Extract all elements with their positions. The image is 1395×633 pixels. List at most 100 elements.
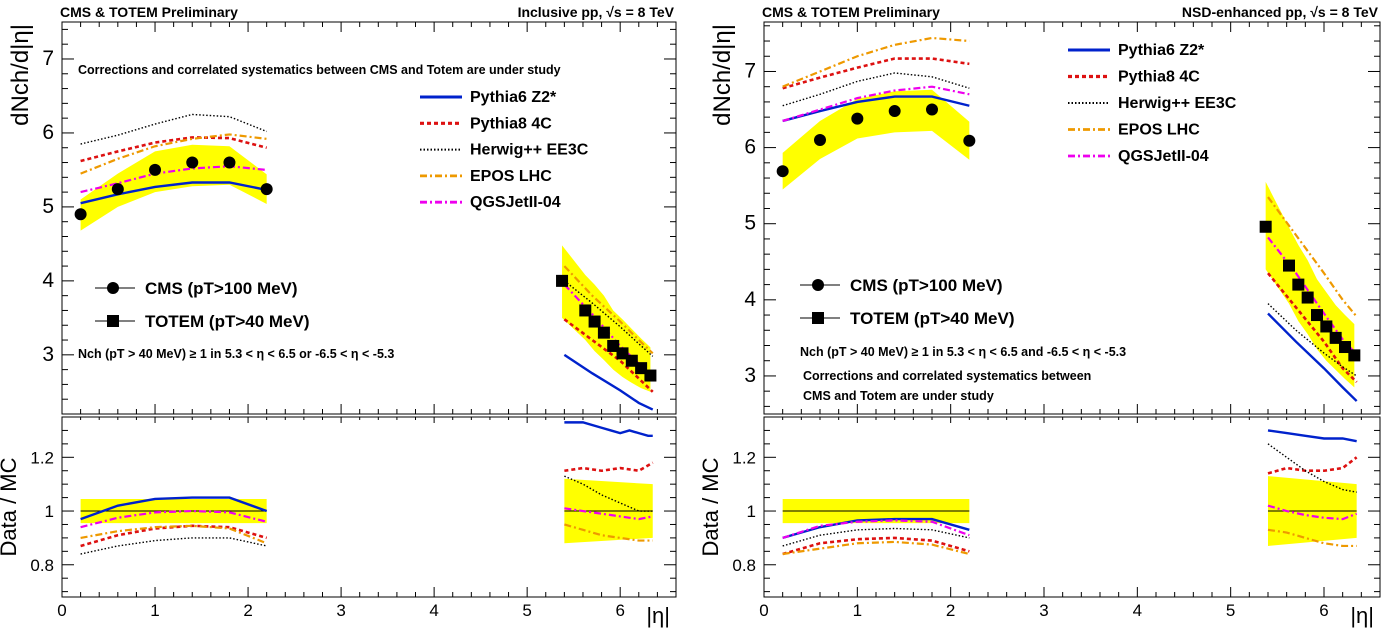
x-tick-label: 4	[429, 601, 438, 620]
ratio-curve-qgsjetii-04-forward	[564, 507, 653, 521]
legend-label: Pythia8 4C	[470, 115, 552, 132]
chart-panel-1: CMS & TOTEM Preliminary Inclusive pp, √s …	[0, 4, 677, 628]
main-plot-area	[776, 36, 1361, 402]
ratio-curve-pythia8-4c-central	[782, 536, 970, 556]
ratio-curve-herwig-ee3c-forward	[1267, 443, 1357, 493]
data-legend-label: TOTEM (pT>40 MeV)	[850, 309, 1015, 328]
ratio-y-tick-label: 0.8	[732, 556, 756, 575]
ratio-curve-pythia8-4c-forward	[1267, 456, 1358, 475]
ratio-plot-area	[782, 429, 1358, 556]
x-tick-label: 3	[336, 601, 345, 620]
cms-data-point	[186, 156, 199, 169]
totem-data-point	[1283, 259, 1295, 272]
x-tick-label: 6	[615, 601, 624, 620]
mc-curve-pythia8-4c-central	[80, 136, 267, 163]
data-legend-marker	[812, 312, 824, 324]
totem-data-point	[1329, 331, 1342, 344]
mc-curve-pythia8-4c-central	[782, 57, 970, 90]
totem-data-point	[597, 326, 610, 339]
mc-curve-epos-lhc-central	[782, 36, 970, 88]
legend-label: Pythia6 Z2*	[1118, 42, 1205, 59]
totem-data-point	[1339, 341, 1351, 354]
y-tick-label: 5	[42, 195, 54, 218]
x-tick-label: 2	[243, 601, 252, 620]
ratio-curve-pythia6-z2--central	[80, 496, 268, 521]
x-tick-label: 0	[57, 601, 66, 620]
cms-data-point	[149, 163, 162, 176]
totem-data-point	[635, 362, 648, 375]
ratio-curve-herwig-ee3c-central	[80, 537, 267, 555]
note-systematics: Corrections and correlated systematics b…	[78, 63, 561, 77]
main-frame	[763, 21, 1381, 415]
ratio-y-tick-label: 1.2	[30, 448, 54, 467]
main-plot-area	[74, 113, 657, 411]
ratio-curve-epos-lhc-forward	[564, 523, 653, 542]
cms-data-point	[926, 103, 938, 116]
legend-label: QGSJetII-04	[1118, 148, 1209, 165]
header-left: CMS & TOTEM Preliminary	[60, 4, 238, 20]
y-axis-label: dNch/d|η|	[7, 24, 34, 126]
x-tick-label: 5	[522, 601, 531, 620]
totem-data-point	[625, 354, 638, 367]
mc-curve-pythia6-z2--forward	[1267, 312, 1358, 402]
ratio-y-tick-label: 1	[747, 502, 756, 521]
totem-data-point	[1259, 220, 1272, 233]
legend-label: Pythia6 Z2*	[470, 89, 557, 106]
ratio-y-axis-label: Data / MC	[698, 457, 723, 556]
ratio-curve-qgsjetii-04-forward	[1267, 504, 1358, 521]
ratio-y-axis-label: Data / MC	[0, 457, 21, 556]
mc-curve-herwig-ee3c-central	[782, 72, 970, 107]
cms-data-point	[776, 165, 789, 178]
cms-systematic-band	[782, 89, 970, 190]
note-systematics-line2: CMS and Totem are under study	[803, 389, 994, 403]
totem-data-point	[1311, 309, 1323, 322]
note-systematics-line1: Corrections and correlated systematics b…	[803, 369, 1091, 383]
legend-label: EPOS LHC	[470, 168, 552, 185]
chart-panel-2: CMS & TOTEM Preliminary NSD-enhanced pp, …	[698, 4, 1381, 628]
legend-label: Herwig++ EE3C	[470, 142, 589, 159]
mc-curve-epos-lhc-forward	[563, 265, 654, 355]
x-tick-label: 4	[1133, 601, 1142, 620]
cms-data-point	[963, 134, 976, 147]
header-right: NSD-enhanced pp, √s = 8 TeV	[1182, 4, 1379, 20]
cms-data-point	[111, 183, 124, 196]
totem-data-point	[616, 347, 629, 360]
y-tick-label: 5	[744, 212, 756, 235]
y-axis-label: dNch/d|η|	[709, 24, 736, 126]
ratio-frame	[61, 416, 677, 598]
y-tick-label: 4	[744, 288, 756, 311]
totem-data-point	[579, 304, 592, 317]
ratio-curve-pythia6-z2--forward	[1267, 429, 1357, 443]
mc-curve-qgsjetii-04-central	[782, 85, 970, 123]
totem-data-point	[588, 315, 601, 328]
ratio-plot-area	[80, 421, 654, 555]
x-axis-label: |η|	[1350, 603, 1374, 628]
x-axis-label: |η|	[646, 603, 670, 628]
x-tick-label: 1	[150, 601, 159, 620]
ratio-y-tick-label: 0.8	[30, 556, 54, 575]
data-legend-label: TOTEM (pT>40 MeV)	[145, 312, 310, 331]
data-legend-marker	[107, 282, 119, 294]
cms-data-point	[888, 105, 901, 118]
y-tick-label: 3	[42, 343, 54, 366]
y-tick-label: 3	[744, 364, 756, 387]
note-selection: Nch (pT > 40 MeV) ≥ 1 in 5.3 < η < 6.5 o…	[78, 347, 394, 361]
x-tick-label: 0	[759, 601, 768, 620]
ratio-curve-pythia8-4c-central	[80, 524, 268, 548]
x-tick-label: 3	[1039, 601, 1048, 620]
y-tick-label: 6	[42, 121, 54, 144]
totem-data-point	[644, 369, 657, 382]
legend-label: QGSJetII-04	[470, 194, 561, 211]
ratio-curve-qgsjetii-04-central	[80, 509, 267, 529]
data-legend-label: CMS (pT>100 MeV)	[850, 276, 1003, 295]
cms-data-point	[74, 208, 87, 221]
ratio-frame	[763, 416, 1381, 598]
y-tick-label: 4	[42, 269, 54, 292]
main-frame	[61, 21, 677, 415]
ratio-curve-epos-lhc-central	[80, 524, 268, 545]
mc-curve-pythia6-z2--central	[80, 181, 267, 205]
totem-data-point	[1292, 278, 1305, 291]
mc-curve-pythia8-4c-forward	[1266, 272, 1358, 383]
legend-label: EPOS LHC	[1118, 122, 1200, 139]
